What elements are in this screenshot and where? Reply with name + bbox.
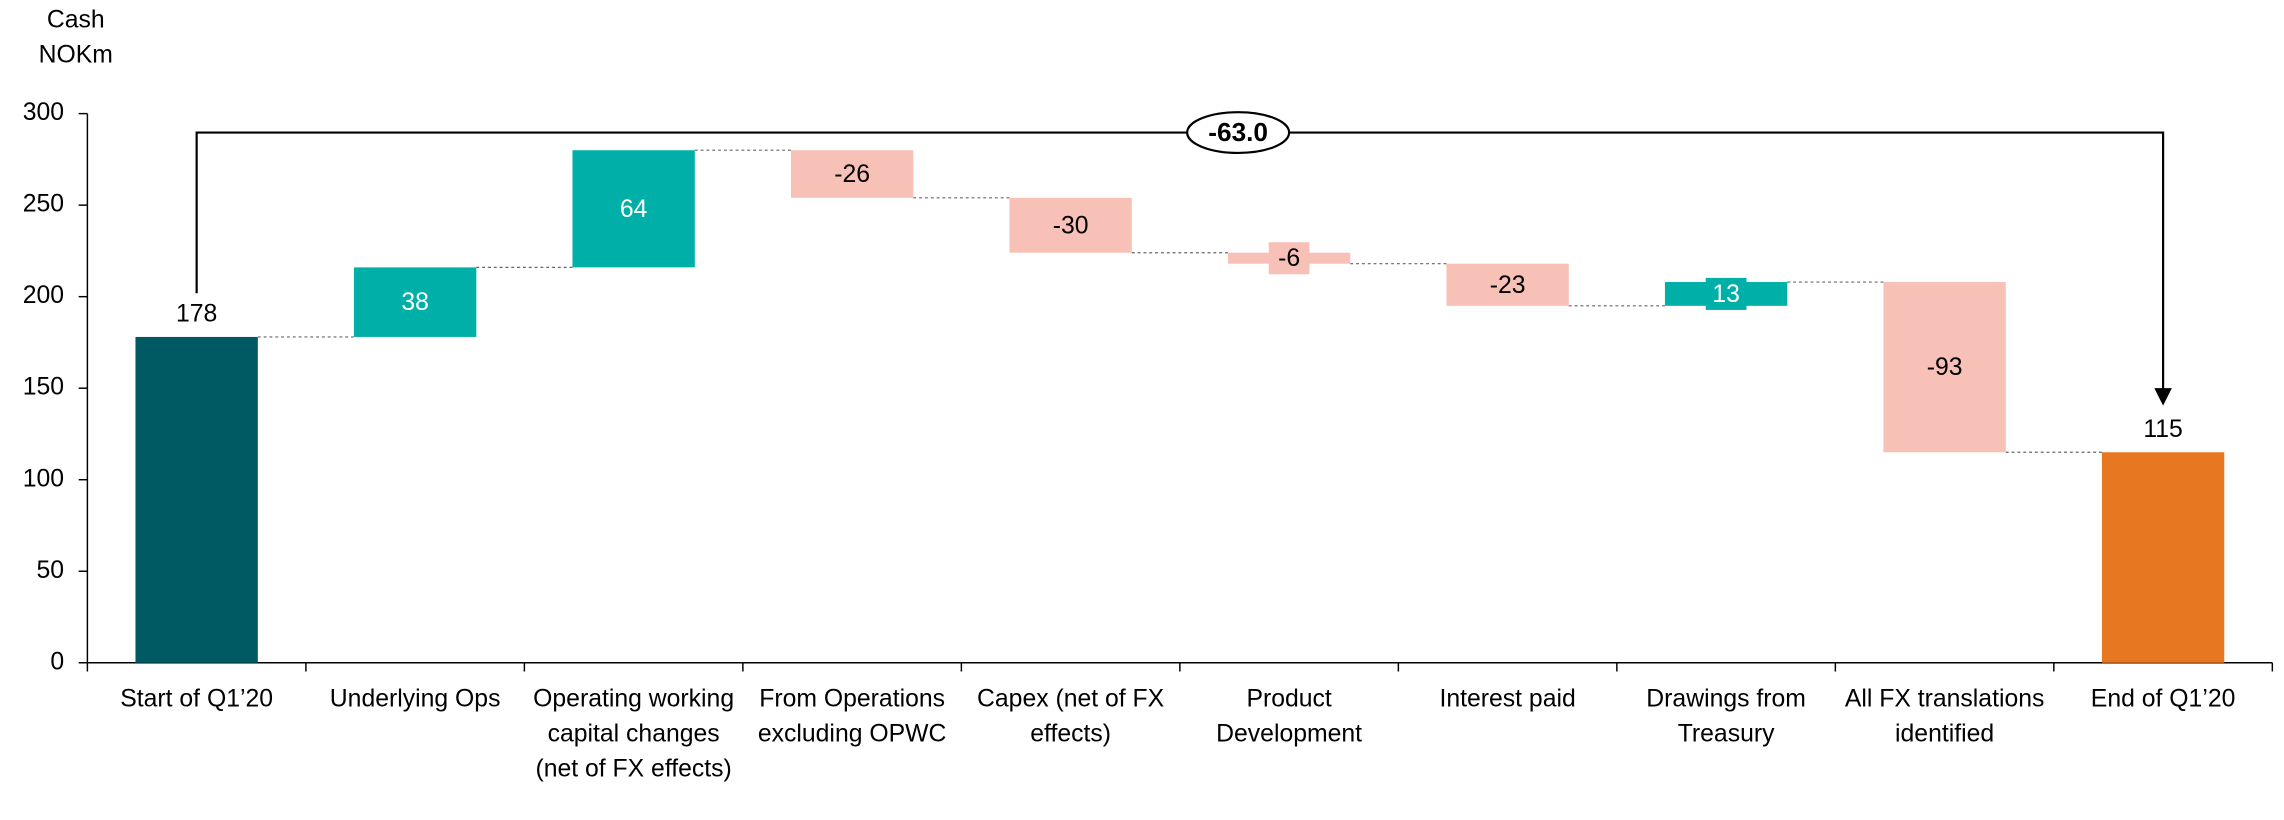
value-label: -6 — [1278, 245, 1300, 272]
bracket — [195, 131, 2165, 392]
x-tick-label: Drawings from Treasury — [1646, 684, 1806, 748]
x-tick-label: Underlying Ops — [329, 684, 501, 713]
bar — [353, 267, 477, 337]
y-tick-label: 200 — [23, 282, 64, 309]
y-tick-label: 100 — [23, 465, 64, 492]
x-tick-label: Capex (net of FX effects) — [977, 684, 1165, 748]
value-label: 38 — [401, 289, 429, 316]
x-tick-label: All FX translations identified — [1844, 684, 2045, 748]
y-axis-label: Cash NOKm — [38, 5, 113, 69]
bar — [1446, 263, 1569, 306]
y-tick-label: 150 — [23, 374, 64, 401]
y-tick-label: 300 — [23, 99, 64, 126]
bar — [1883, 282, 2006, 453]
bar — [572, 150, 695, 268]
bar — [1009, 197, 1132, 253]
x-tick-label: Interest paid — [1439, 684, 1576, 713]
value-label: -26 — [834, 161, 870, 188]
y-tick-label: 0 — [50, 648, 64, 675]
annotation-box — [1186, 111, 1291, 155]
value-label: -93 — [1927, 354, 1963, 381]
value-label: 115 — [2143, 416, 2182, 443]
value-label: -23 — [1490, 272, 1526, 299]
value-label: 64 — [620, 196, 648, 223]
x-tick-label: Operating working capital changes (net o… — [533, 684, 735, 783]
y-tick-label: 250 — [23, 191, 64, 218]
x-tick-label: From Operations excluding OPWC — [757, 684, 947, 748]
x-tick-label: Product Development — [1216, 684, 1363, 748]
value-label: -30 — [1053, 212, 1089, 239]
label-bg — [1268, 242, 1310, 275]
arrow-head — [2154, 388, 2172, 406]
bar — [790, 150, 914, 198]
label-bg — [1705, 277, 1747, 310]
value-label: 178 — [176, 301, 217, 328]
bar — [2101, 452, 2225, 663]
annotation: -63.0 — [1208, 117, 1268, 147]
y-tick-label: 50 — [37, 557, 65, 584]
bar — [135, 336, 258, 663]
value-label: 13 — [1712, 281, 1740, 308]
x-tick-label: End of Q1’20 — [2090, 684, 2236, 713]
x-tick-label: Start of Q1’20 — [120, 684, 274, 713]
